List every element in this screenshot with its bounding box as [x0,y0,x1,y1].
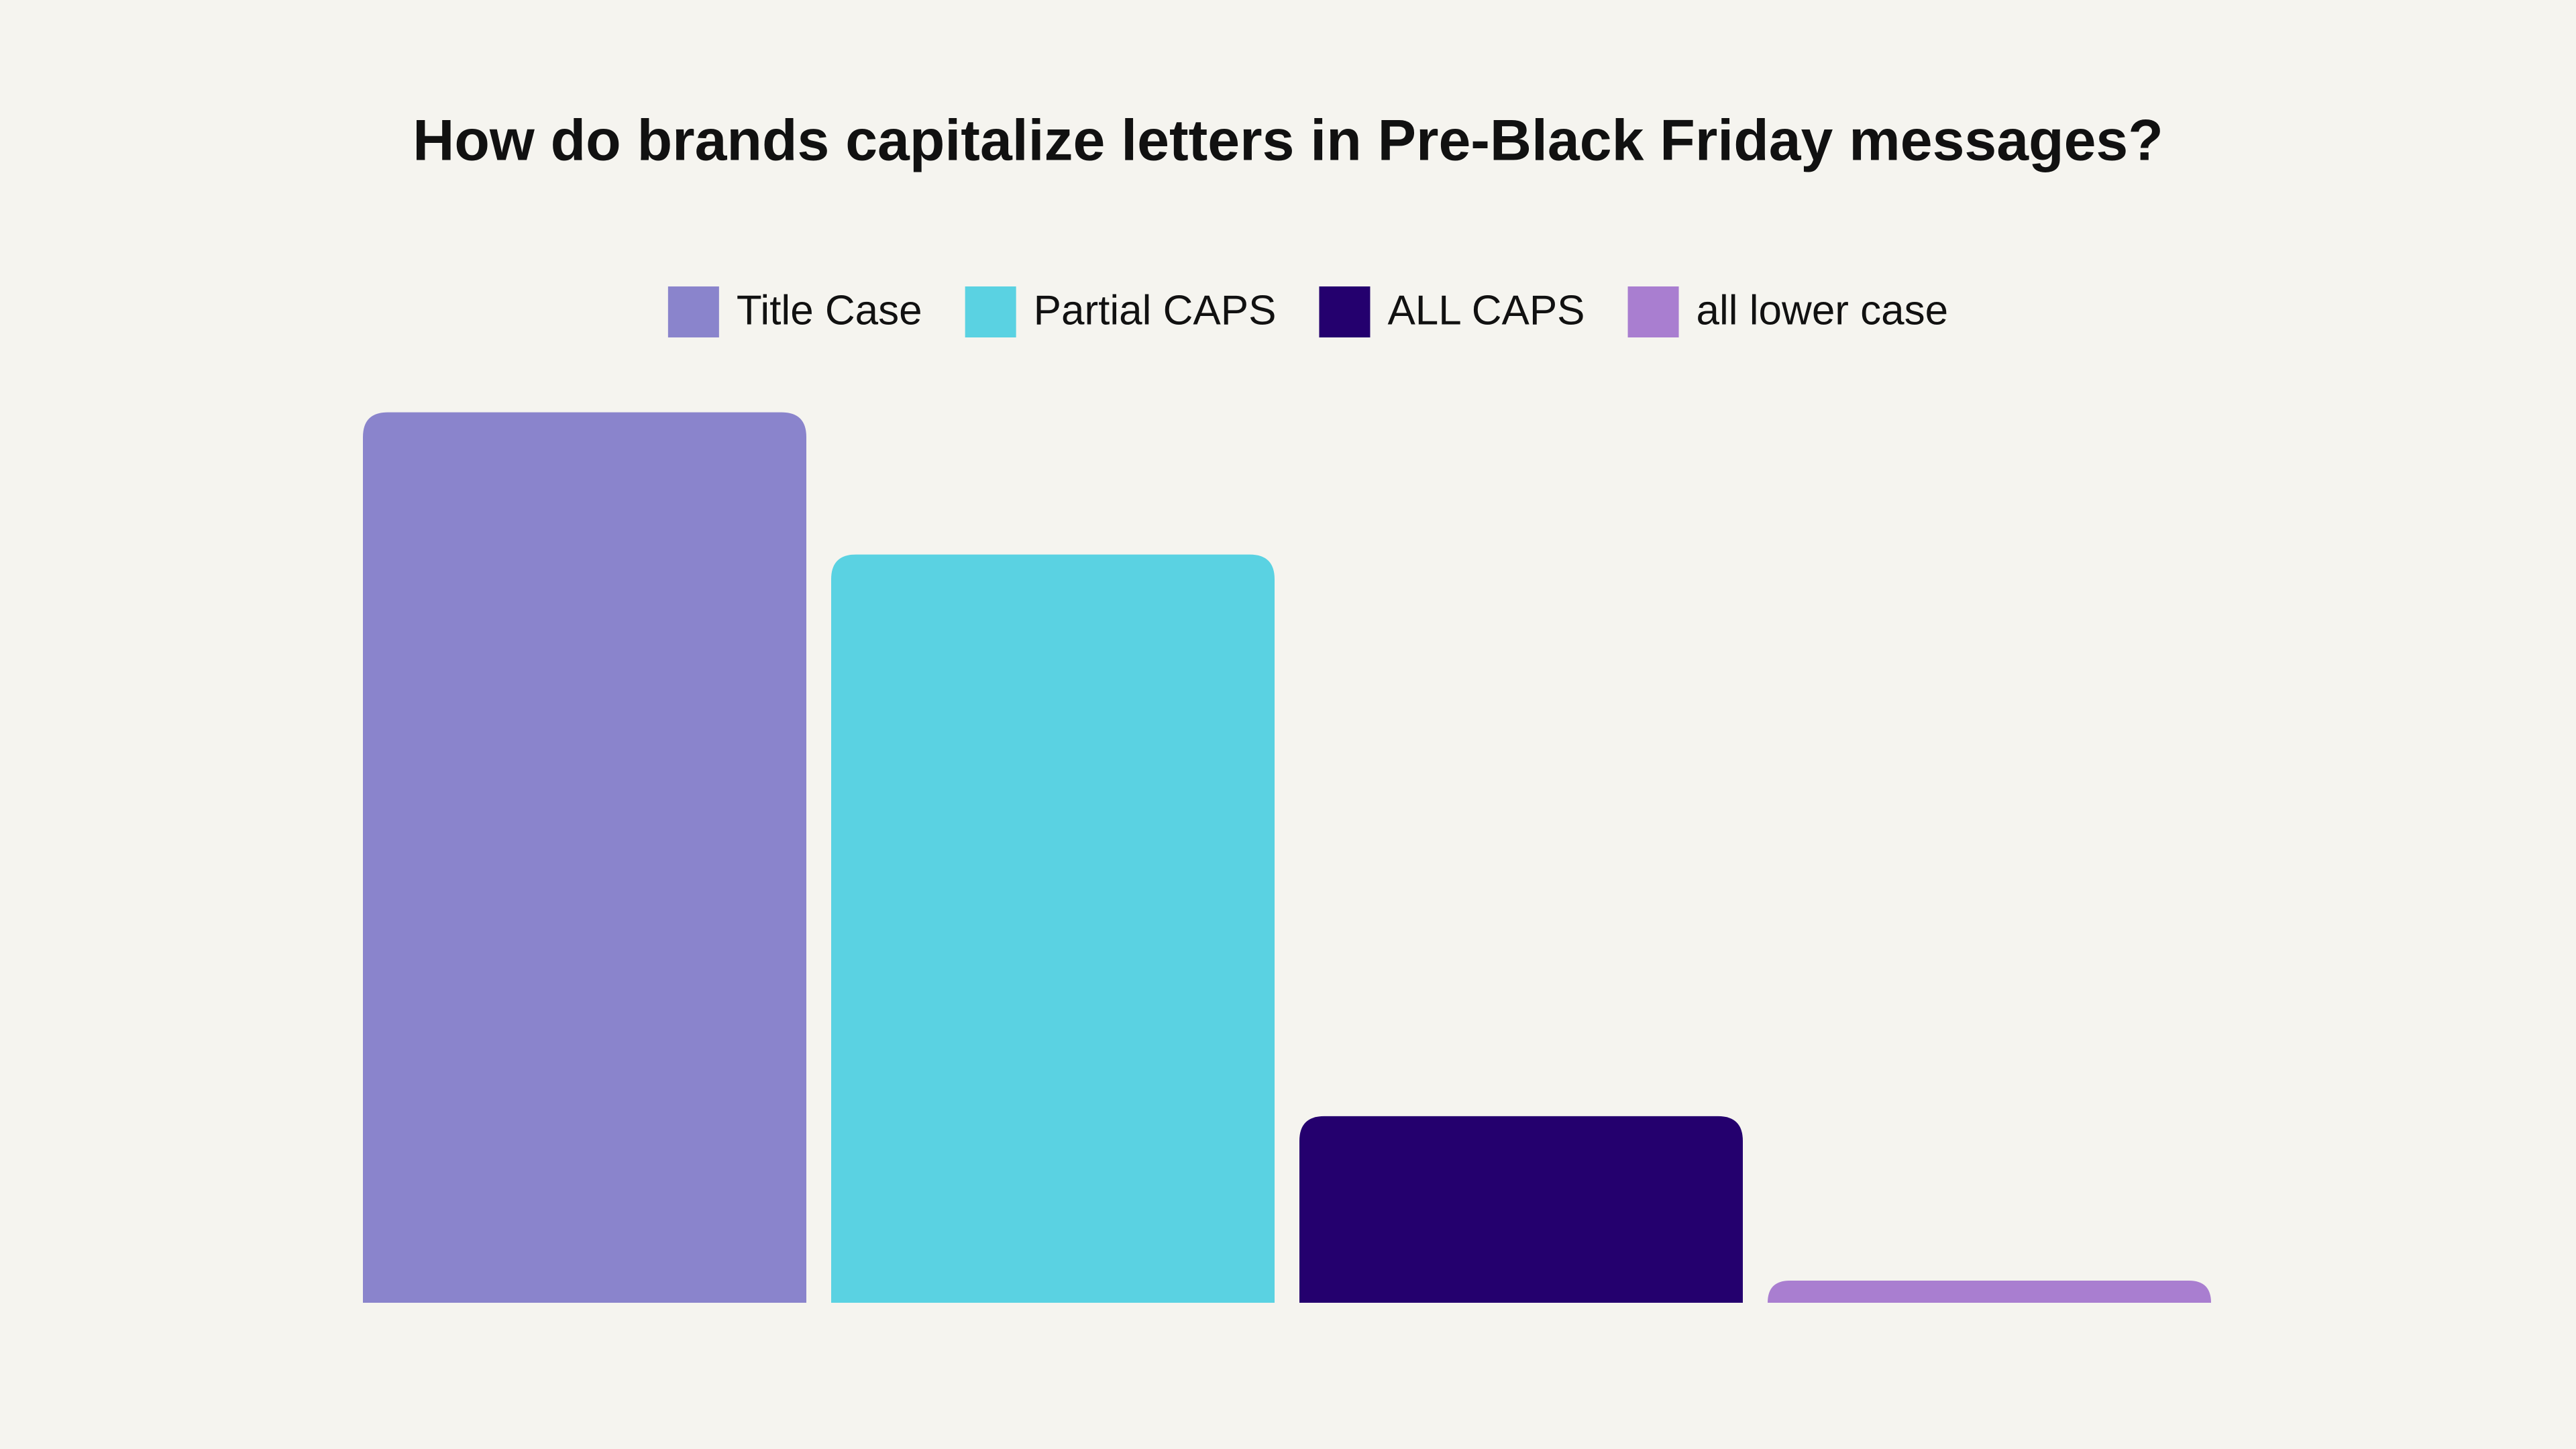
legend-label: Title Case [737,287,922,333]
bar [831,554,1275,1303]
legend-swatch [1627,286,1679,337]
legend-swatch [1319,286,1371,337]
bar [1299,1116,1743,1303]
chart-title: How do brands capitalize letters in Pre-… [413,109,2163,173]
legend-swatch [965,286,1016,337]
bar [363,412,806,1303]
legend-label: all lower case [1697,287,1949,333]
legend-label: ALL CAPS [1387,287,1585,333]
legend-swatch [667,286,719,337]
bar [1768,1280,2211,1303]
legend-label: Partial CAPS [1034,287,1277,333]
